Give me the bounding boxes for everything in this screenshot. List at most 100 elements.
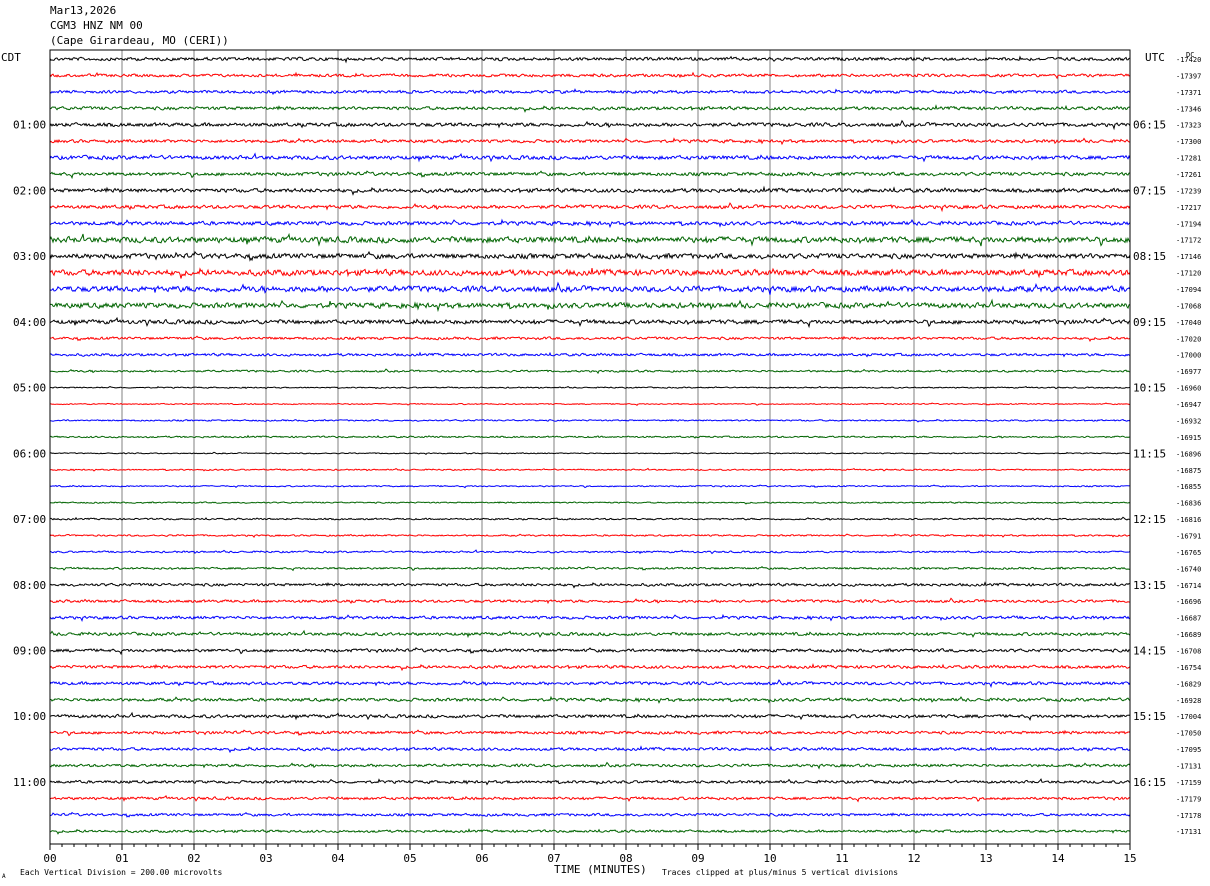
dc-offset-label: -17397 bbox=[1176, 72, 1201, 80]
right-hour-label: 11:15 bbox=[1133, 447, 1166, 460]
trace-line bbox=[49, 267, 1131, 279]
dc-offset-label: -17050 bbox=[1176, 730, 1201, 738]
dc-offset-label: -17040 bbox=[1176, 319, 1201, 327]
left-hour-label: 01:00 bbox=[13, 119, 46, 132]
right-hour-label: 15:15 bbox=[1133, 710, 1166, 723]
trace-line bbox=[49, 351, 1131, 358]
right-hour-label: 10:15 bbox=[1133, 382, 1166, 395]
header-location: (Cape Girardeau, MO (CERI)) bbox=[50, 34, 229, 47]
dc-offset-label: -16928 bbox=[1176, 697, 1201, 705]
left-hour-label: 06:00 bbox=[13, 447, 46, 460]
trace-line bbox=[49, 434, 1131, 439]
trace-line bbox=[49, 281, 1131, 295]
right-hour-label: 13:15 bbox=[1133, 579, 1166, 592]
dc-offset-label: -17217 bbox=[1176, 204, 1201, 212]
dc-offset-label: -16687 bbox=[1176, 615, 1201, 623]
dc-offset-label: -17281 bbox=[1176, 155, 1201, 163]
dc-label: DC bbox=[1186, 51, 1194, 59]
dc-offset-label: -17179 bbox=[1176, 795, 1201, 803]
dc-offset-label: -17020 bbox=[1176, 335, 1201, 343]
dc-offset-label: -17131 bbox=[1176, 762, 1201, 770]
trace-line bbox=[49, 418, 1131, 423]
x-tick-label: 12 bbox=[907, 852, 920, 865]
x-axis-label: TIME (MINUTES) bbox=[554, 863, 647, 876]
trace-line bbox=[49, 811, 1131, 818]
dc-offset-label: -17131 bbox=[1176, 828, 1201, 836]
trace-line bbox=[49, 679, 1131, 688]
dc-offset-label: -17239 bbox=[1176, 187, 1201, 195]
dc-offset-label: -16714 bbox=[1176, 582, 1201, 590]
dc-offset-label: -17004 bbox=[1176, 713, 1201, 721]
trace-line bbox=[49, 335, 1131, 342]
trace-line bbox=[49, 533, 1131, 538]
dc-offset-label: -17000 bbox=[1176, 352, 1201, 360]
dc-offset-label: -17146 bbox=[1176, 253, 1201, 261]
left-hour-label: 07:00 bbox=[13, 513, 46, 526]
trace-line bbox=[49, 218, 1131, 229]
x-tick-label: 09 bbox=[691, 852, 704, 865]
trace-line bbox=[49, 745, 1131, 754]
left-hour-label: 11:00 bbox=[13, 776, 46, 789]
trace-line bbox=[49, 566, 1131, 572]
trace-line bbox=[49, 516, 1131, 521]
trace-line bbox=[49, 711, 1131, 722]
dc-offset-label: -17323 bbox=[1176, 122, 1201, 130]
trace-line bbox=[49, 385, 1131, 390]
left-hour-label: 02:00 bbox=[13, 184, 46, 197]
trace-line bbox=[49, 597, 1131, 605]
trace-line bbox=[49, 152, 1131, 163]
x-tick-label: 03 bbox=[259, 852, 272, 865]
dc-offset-label: -16765 bbox=[1176, 549, 1201, 557]
right-hour-label: 12:15 bbox=[1133, 513, 1166, 526]
left-hour-label: 08:00 bbox=[13, 579, 46, 592]
dc-offset-label: -16977 bbox=[1176, 368, 1201, 376]
cdt-label: CDT bbox=[1, 51, 21, 64]
trace-line bbox=[49, 298, 1131, 313]
dc-offset-label: -16932 bbox=[1176, 417, 1201, 425]
dc-offset-label: -16754 bbox=[1176, 664, 1201, 672]
dc-offset-label: -17300 bbox=[1176, 138, 1201, 146]
trace-line bbox=[49, 55, 1131, 64]
dc-offset-label: -16829 bbox=[1176, 680, 1201, 688]
dc-offset-label: -16960 bbox=[1176, 385, 1201, 393]
trace-line bbox=[49, 761, 1131, 770]
dc-offset-label: -16816 bbox=[1176, 516, 1201, 524]
dc-offset-label: -17346 bbox=[1176, 105, 1201, 113]
grid-layer bbox=[49, 50, 1131, 850]
trace-line bbox=[49, 795, 1131, 803]
dc-offset-label: -16836 bbox=[1176, 500, 1201, 508]
trace-line bbox=[49, 501, 1131, 505]
trace-line bbox=[49, 250, 1131, 262]
dc-offset-label: -17371 bbox=[1176, 89, 1201, 97]
trace-line bbox=[49, 402, 1131, 406]
dc-offset-label: -17194 bbox=[1176, 220, 1201, 228]
trace-line bbox=[49, 185, 1131, 196]
dc-offset-label: -16915 bbox=[1176, 434, 1201, 442]
x-tick-label: 08 bbox=[619, 852, 632, 865]
left-hour-label: 10:00 bbox=[13, 710, 46, 723]
trace-line bbox=[49, 778, 1131, 786]
utc-label: UTC bbox=[1145, 51, 1165, 64]
x-tick-label: 02 bbox=[187, 852, 200, 865]
left-hour-label: 05:00 bbox=[13, 382, 46, 395]
trace-line bbox=[49, 647, 1131, 656]
trace-line bbox=[50, 467, 1131, 472]
trace-line bbox=[49, 549, 1131, 555]
header-date: Mar13,2026 bbox=[50, 4, 117, 17]
right-hour-label: 16:15 bbox=[1133, 776, 1166, 789]
x-tick-label: 00 bbox=[43, 852, 56, 865]
left-hour-label: 04:00 bbox=[13, 316, 46, 329]
x-tick-label: 13 bbox=[979, 852, 992, 865]
trace-line bbox=[49, 71, 1131, 80]
trace-line bbox=[49, 663, 1131, 672]
left-hour-label: 03:00 bbox=[13, 250, 46, 263]
dc-offset-label: -16947 bbox=[1176, 401, 1201, 409]
trace-line bbox=[49, 729, 1131, 737]
trace-line bbox=[49, 368, 1131, 375]
trace-layer bbox=[49, 55, 1131, 835]
dc-offset-label: -16740 bbox=[1176, 565, 1201, 573]
trace-line bbox=[49, 137, 1131, 146]
trace-line bbox=[49, 104, 1130, 113]
right-hour-label: 09:15 bbox=[1133, 316, 1166, 329]
